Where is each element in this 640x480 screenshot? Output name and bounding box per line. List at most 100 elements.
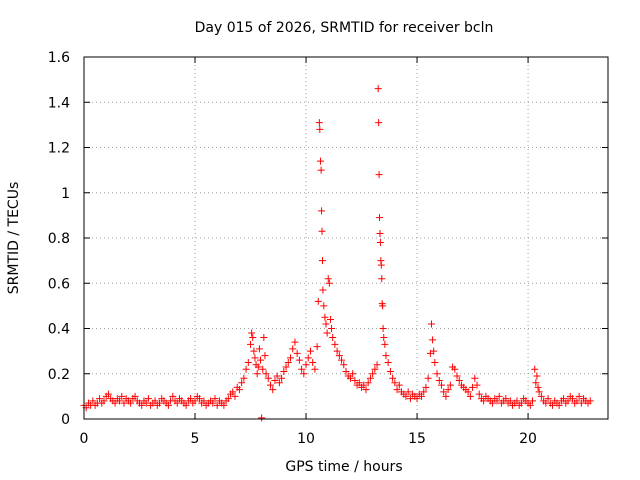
y-tick-label: 1.6: [48, 50, 70, 66]
data-point: [295, 356, 303, 364]
data-point: [329, 334, 337, 342]
data-point: [534, 383, 542, 391]
data-point: [517, 399, 525, 407]
data-point: [316, 125, 324, 133]
data-point: [275, 379, 283, 387]
data-point: [355, 379, 363, 387]
data-point: [191, 397, 199, 405]
data-point: [267, 381, 275, 389]
data-point: [442, 392, 450, 400]
data-point: [261, 352, 269, 360]
data-point: [317, 166, 325, 174]
data-point: [420, 388, 428, 396]
data-point: [282, 363, 290, 371]
data-point: [395, 381, 403, 389]
data-point: [138, 401, 146, 409]
data-point: [249, 334, 257, 342]
x-tick-label: 10: [297, 431, 315, 447]
data-point: [304, 354, 312, 362]
data-point: [533, 372, 541, 380]
data-point: [257, 356, 265, 364]
x-tick-label: 5: [191, 431, 200, 447]
data-point: [453, 372, 461, 380]
data-point: [404, 388, 412, 396]
data-point: [302, 361, 310, 369]
data-point: [320, 302, 328, 310]
data-point: [402, 392, 410, 400]
grid: [84, 57, 608, 419]
data-point: [213, 401, 221, 409]
data-point: [382, 352, 390, 360]
data-point: [242, 365, 250, 373]
data-point: [475, 390, 483, 398]
data-point: [366, 374, 374, 382]
data-point: [331, 340, 339, 348]
data-point: [575, 392, 583, 400]
data-point: [298, 365, 306, 373]
data-point: [323, 329, 331, 337]
data-point: [360, 381, 368, 389]
data-point: [451, 365, 459, 373]
data-point: [315, 119, 323, 127]
y-tick-label: 0.8: [48, 231, 70, 247]
x-axis-title: GPS time / hours: [285, 459, 402, 475]
data-point: [164, 401, 172, 409]
data-point: [413, 395, 421, 403]
data-point: [422, 383, 430, 391]
data-point: [262, 370, 270, 378]
data-point: [480, 397, 488, 405]
data-point: [362, 386, 370, 394]
data-point: [89, 397, 97, 405]
data-point: [431, 358, 439, 366]
data-point: [374, 85, 382, 93]
data-point: [326, 315, 334, 323]
data-point: [526, 401, 534, 409]
data-point: [309, 358, 317, 366]
data-point: [555, 401, 563, 409]
data-point: [195, 395, 203, 403]
data-point: [378, 275, 386, 283]
data-point: [406, 395, 414, 403]
data-point: [254, 363, 262, 371]
data-point: [235, 386, 243, 394]
data-point: [318, 257, 326, 265]
data-point: [248, 329, 256, 337]
data-point: [253, 370, 261, 378]
data-point: [506, 397, 514, 405]
data-point: [427, 320, 435, 328]
data-point: [424, 374, 432, 382]
data-point: [289, 345, 297, 353]
data-point: [224, 395, 232, 403]
data-point: [364, 379, 372, 387]
data-point: [376, 214, 384, 222]
x-tick-label: 15: [408, 431, 426, 447]
data-point: [209, 399, 217, 407]
data-point: [473, 381, 481, 389]
data-point: [240, 374, 248, 382]
data-point: [375, 171, 383, 179]
data-point: [238, 379, 246, 387]
data-point: [335, 352, 343, 360]
data-point: [346, 374, 354, 382]
data-point: [548, 401, 556, 409]
x-tick-label: 0: [80, 431, 89, 447]
data-point: [333, 347, 341, 355]
data-point: [100, 397, 108, 405]
data-point: [560, 395, 568, 403]
data-point: [286, 354, 294, 362]
data-point: [437, 381, 445, 389]
data-point: [377, 261, 385, 269]
data-point: [338, 356, 346, 364]
data-point: [251, 354, 259, 362]
data-point: [264, 374, 272, 382]
data-point: [529, 397, 537, 405]
data-point: [430, 347, 438, 355]
data-point: [371, 365, 379, 373]
data-point: [495, 392, 503, 400]
data-point: [244, 358, 252, 366]
data-point: [311, 365, 319, 373]
data-point: [318, 207, 326, 215]
data-point: [273, 372, 281, 380]
y-axis-title: SRMTID / TECUs: [6, 182, 22, 295]
y-tick-label: 0.6: [48, 276, 70, 292]
